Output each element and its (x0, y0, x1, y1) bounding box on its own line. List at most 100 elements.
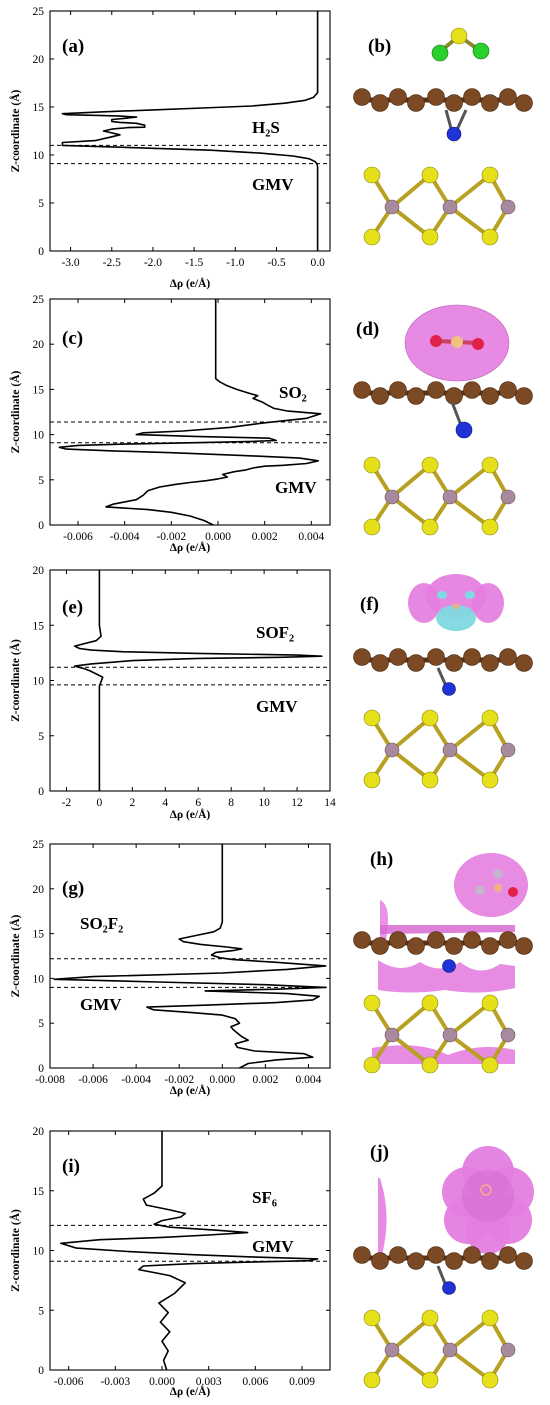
y-tick-label: 0 (38, 1063, 44, 1075)
so2f2-molecule (475, 869, 518, 897)
nitrogen-atom (450, 401, 473, 439)
sulfur-atom (481, 166, 499, 184)
sulfur-atom (451, 336, 463, 348)
mos2-bond (448, 1316, 492, 1352)
molybdenum-atom (384, 1342, 400, 1358)
chart-panel: -0.008 -0.006 -0.004 -0.002 0.000 0.002 0.004 0… (8, 839, 331, 1097)
y-tick-label: 20 (33, 339, 45, 351)
y-tick-label: 0 (38, 246, 44, 258)
y-tick-label: 15 (33, 620, 45, 632)
molybdenum-atom (442, 742, 458, 758)
carbon-atom (481, 654, 499, 672)
y-tick-label: 25 (33, 294, 45, 306)
chlorine-atom (431, 44, 449, 62)
sulfur-atom (481, 771, 499, 789)
y-tick-label: 15 (33, 929, 45, 941)
y-tick-label: 20 (33, 565, 45, 577)
isosurface (378, 1146, 534, 1255)
carbon-atom (353, 931, 371, 949)
sulfur-atom (481, 228, 499, 246)
molecule-label: SF₆ (252, 1188, 277, 1207)
x-tick-label: 0.009 (289, 1376, 315, 1388)
y-axis-label: Z-coordinate (Å) (8, 1209, 22, 1292)
carbon-atom (499, 381, 517, 399)
x-axis-label: Δρ (e/Å) (170, 1083, 211, 1097)
carbon-atom (499, 648, 517, 666)
x-tick-label: 0.002 (252, 531, 278, 543)
mos2-bond (448, 463, 492, 499)
carbon-atom (515, 937, 533, 955)
carbon-atom (463, 381, 481, 399)
x-tick-label: -3.0 (61, 257, 79, 269)
structure-panel-h: (h) (353, 849, 533, 1074)
carbon-atom (427, 381, 445, 399)
delta-rho-curve (73, 570, 323, 791)
y-tick-label: 15 (33, 1186, 45, 1198)
sulfur-atom (421, 456, 439, 474)
molecule-label: SO₂F₂ (80, 914, 123, 933)
graphene-layer (353, 931, 533, 955)
molybdenum-atom (442, 1027, 458, 1043)
nitrogen-atom (436, 1265, 456, 1295)
carbon-atom (353, 88, 371, 106)
isosurface (372, 853, 528, 1064)
carbon-atom (389, 88, 407, 106)
sulfur-atom (421, 166, 439, 184)
x-tick-label: -2 (62, 797, 72, 809)
y-tick-label: 10 (33, 973, 45, 985)
carbon-atom (463, 648, 481, 666)
y-tick-label: 20 (33, 1126, 45, 1138)
sulfur-atom (481, 518, 499, 536)
x-tick-label: 0.000 (209, 1074, 235, 1086)
x-tick-label: 6 (195, 797, 201, 809)
molybdenum-atom (384, 489, 400, 505)
carbon-atom (481, 937, 499, 955)
x-tick-label: 10 (258, 797, 270, 809)
panel-letter: (e) (62, 597, 83, 618)
molybdenum-atom (442, 1342, 458, 1358)
sulfur-atom (421, 518, 439, 536)
mos2-bond (448, 716, 492, 752)
x-tick-label: -0.004 (121, 1074, 151, 1086)
carbon-atom (371, 387, 389, 405)
sulfur-atom (363, 1309, 381, 1327)
x-tick-label: 0.002 (252, 1074, 278, 1086)
y-tick-label: 5 (38, 1305, 44, 1317)
mos2-layer (363, 709, 516, 789)
x-tick-label: 0 (97, 797, 103, 809)
sulfur-atom (481, 1309, 499, 1327)
carbon-atom (445, 937, 463, 955)
x-tick-label: -1.5 (185, 257, 203, 269)
delta-rho-curve (58, 299, 322, 526)
sulfur-atom (363, 994, 381, 1012)
structure-panel-b: (b) (353, 27, 533, 246)
x-tick-label: 0.004 (296, 1074, 322, 1086)
x-tick-label: -2.5 (103, 257, 121, 269)
sulfur-atom (481, 709, 499, 727)
x-tick-label: 8 (228, 797, 234, 809)
plot-frame (49, 569, 331, 792)
carbon-atom (445, 94, 463, 112)
sulfur-atom (363, 771, 381, 789)
x-tick-label: 4 (162, 797, 168, 809)
carbon-atom (371, 654, 389, 672)
carbon-atom (389, 381, 407, 399)
substrate-label: GMV (252, 1237, 294, 1256)
structure-letter-d: (d) (356, 319, 379, 340)
x-axis-label: Δρ (e/Å) (170, 1384, 211, 1398)
graphene-layer (353, 88, 533, 112)
plot-frame (49, 10, 331, 252)
molecule-label: SOF₂ (256, 623, 294, 642)
x-tick-label: -0.002 (164, 1074, 194, 1086)
chart-panel: -0.006 -0.003 0.000 0.003 0.006 0.009 0 5 10 15 20… (8, 1126, 331, 1398)
graphene-layer (353, 381, 533, 405)
sulfur-atom (481, 456, 499, 474)
sulfur-atom (481, 994, 499, 1012)
structure-letter-j: (j) (370, 1142, 389, 1163)
carbon-atom (389, 648, 407, 666)
sulfur-atom (421, 1056, 439, 1074)
carbon-atom (353, 381, 371, 399)
x-tick-label: 14 (324, 797, 336, 809)
y-tick-label: 5 (38, 475, 44, 487)
carbon-atom (371, 1252, 389, 1270)
